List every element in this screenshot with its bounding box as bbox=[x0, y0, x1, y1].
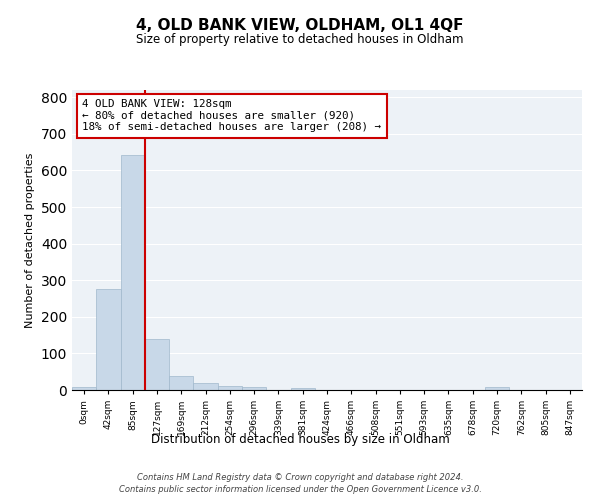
Bar bbox=[242, 388, 266, 390]
Text: 4, OLD BANK VIEW, OLDHAM, OL1 4QF: 4, OLD BANK VIEW, OLDHAM, OL1 4QF bbox=[136, 18, 464, 32]
Bar bbox=[193, 382, 218, 390]
Bar bbox=[121, 156, 145, 390]
Y-axis label: Number of detached properties: Number of detached properties bbox=[25, 152, 35, 328]
Bar bbox=[169, 376, 193, 390]
Bar bbox=[218, 386, 242, 390]
Bar bbox=[72, 387, 96, 390]
Bar bbox=[96, 290, 121, 390]
Bar bbox=[145, 339, 169, 390]
Bar bbox=[290, 388, 315, 390]
Text: 4 OLD BANK VIEW: 128sqm
← 80% of detached houses are smaller (920)
18% of semi-d: 4 OLD BANK VIEW: 128sqm ← 80% of detache… bbox=[82, 99, 381, 132]
Text: Contains public sector information licensed under the Open Government Licence v3: Contains public sector information licen… bbox=[119, 485, 481, 494]
Text: Distribution of detached houses by size in Oldham: Distribution of detached houses by size … bbox=[151, 432, 449, 446]
Text: Contains HM Land Registry data © Crown copyright and database right 2024.: Contains HM Land Registry data © Crown c… bbox=[137, 472, 463, 482]
Bar bbox=[485, 388, 509, 390]
Text: Size of property relative to detached houses in Oldham: Size of property relative to detached ho… bbox=[136, 32, 464, 46]
